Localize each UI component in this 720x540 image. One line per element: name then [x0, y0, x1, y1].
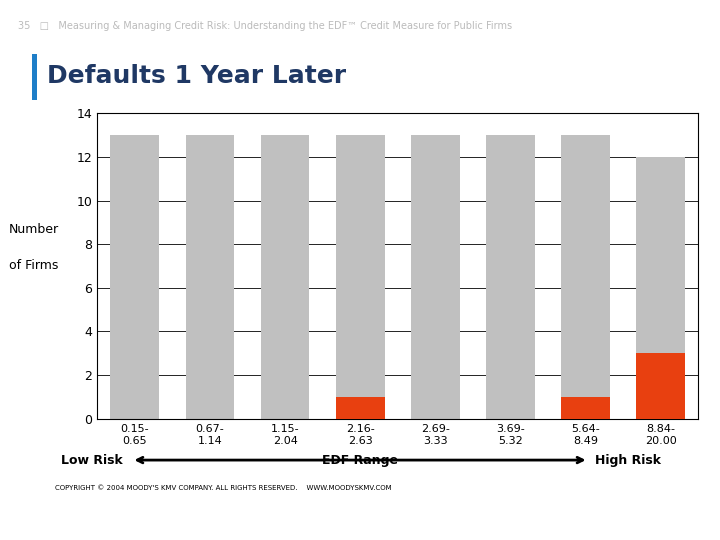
Bar: [110, 135, 159, 418]
Bar: [336, 135, 384, 418]
Text: 35   □   Measuring & Managing Credit Risk: Understanding the EDF™ Credit Measure: 35 □ Measuring & Managing Credit Risk: U…: [18, 21, 512, 31]
Bar: [32, 54, 37, 100]
Text: Low Risk: Low Risk: [61, 454, 122, 467]
Bar: [636, 157, 685, 418]
Bar: [562, 397, 610, 418]
Text: EDF Range: EDF Range: [322, 454, 398, 467]
Bar: [486, 135, 535, 418]
Bar: [562, 135, 610, 418]
Bar: [636, 353, 685, 418]
Text: of Firms: of Firms: [9, 259, 59, 273]
Bar: [411, 135, 460, 418]
Text: Moody's | K·M·V: Moody's | K·M·V: [593, 19, 698, 32]
Text: High Risk: High Risk: [595, 454, 661, 467]
Text: Number: Number: [9, 223, 59, 236]
Bar: [261, 135, 310, 418]
Bar: [336, 397, 384, 418]
Text: Defaults 1 Year Later: Defaults 1 Year Later: [47, 64, 346, 88]
Bar: [186, 135, 234, 418]
Text: COPYRIGHT © 2004 MOODY'S KMV COMPANY. ALL RIGHTS RESERVED.    WWW.MOODYSKMV.COM: COPYRIGHT © 2004 MOODY'S KMV COMPANY. AL…: [55, 485, 392, 491]
